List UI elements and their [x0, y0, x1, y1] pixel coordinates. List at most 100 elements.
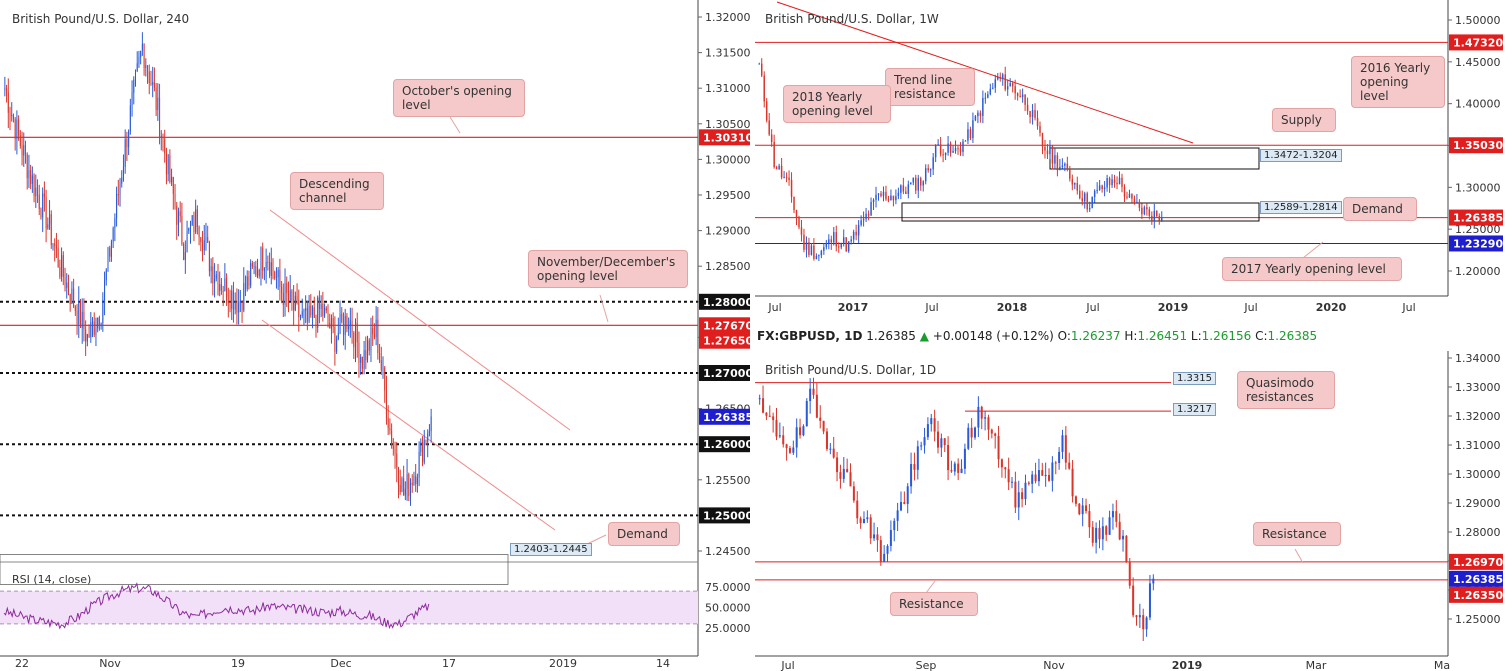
d1-candle: [822, 420, 825, 432]
d1-candle: [930, 418, 933, 425]
h4-candle: [234, 301, 236, 310]
h4-candle: [114, 218, 116, 229]
h4-candle: [140, 50, 142, 58]
h4-callout-pointer: [599, 294, 609, 323]
d1-chart-panel[interactable]: 1.34000 1.33000 1.32000 1.31000 1.30000 1.290…: [755, 351, 1505, 671]
d1-candle: [862, 519, 865, 524]
h4-candle: [86, 334, 88, 342]
h4-candle: [227, 300, 229, 302]
h4-candle: [54, 243, 56, 246]
h4-candle: [4, 88, 6, 90]
h4-candle: [33, 175, 35, 197]
w1-chart-panel[interactable]: 1.500001.450001.400001.350001.300001.250…: [755, 0, 1505, 322]
h4-candle: [372, 327, 374, 335]
w1-candle: [765, 101, 768, 121]
h4-candle: [198, 226, 200, 238]
rsi-tick: 50.0000: [705, 602, 750, 615]
w1-candle: [1049, 146, 1051, 155]
h4-candle: [122, 166, 124, 178]
h4-candle: [220, 284, 222, 291]
h4-date-tick: 2019: [549, 657, 577, 670]
h4-candle: [284, 282, 286, 306]
callout-supply: Supply: [1272, 108, 1336, 132]
low-label: L:: [1190, 329, 1202, 343]
h4-candle: [128, 131, 130, 148]
w1-candle: [857, 224, 860, 236]
h4-price-tag: [699, 332, 750, 349]
d1-candle: [967, 427, 970, 449]
w1-candle: [1098, 185, 1101, 190]
h4-candle: [425, 439, 427, 442]
w1-candle: [1009, 83, 1011, 87]
h4-candle: [251, 263, 253, 267]
h4-candle: [375, 319, 377, 338]
h4-candle: [360, 356, 362, 363]
w1-price-tag-label: 1.23290: [1453, 237, 1503, 250]
h4-candle: [403, 478, 405, 496]
d1-candle: [910, 464, 913, 487]
w1-candle: [917, 178, 920, 191]
w1-candle: [1101, 185, 1103, 189]
w1-candle: [1061, 165, 1064, 167]
w1-candle: [855, 231, 857, 236]
w1-candle: [847, 241, 850, 252]
w1-candle: [1054, 155, 1056, 164]
h4-price-tick: 1.30500: [705, 118, 750, 131]
w1-price-tick: 1.25000: [1455, 223, 1501, 236]
w1-candle: [937, 144, 939, 146]
d1-candle: [1088, 511, 1091, 528]
d1-candle: [889, 530, 892, 546]
h4-candle: [98, 317, 100, 326]
w1-chart-svg: 1.500001.450001.400001.350001.300001.250…: [755, 0, 1503, 314]
w1-price-tick: 1.40000: [1455, 98, 1501, 111]
w1-candle: [1034, 110, 1036, 118]
h4-candle: [141, 43, 143, 51]
w1-candle: [860, 220, 862, 225]
h4-candle: [365, 350, 367, 361]
d1-candle: [1135, 615, 1138, 618]
h4-candle: [186, 231, 188, 253]
h4-price-tag-label: 1.27000: [703, 367, 750, 380]
h4-candle: [61, 255, 63, 277]
h4-candle: [117, 193, 119, 195]
callout-2018-yearly-opening: 2018 Yearly opening level: [783, 85, 891, 123]
h4-candle: [217, 274, 219, 291]
d1-candle: [1152, 578, 1155, 584]
h4-candle: [171, 176, 173, 183]
h4-candle: [308, 305, 310, 322]
d1-price-tick: 1.31000: [1455, 439, 1501, 452]
w1-candle: [902, 185, 905, 192]
d1-candle: [1071, 468, 1074, 497]
w1-candle: [828, 239, 830, 244]
w1-candle: [964, 140, 967, 142]
h4-chart-panel[interactable]: 1.32000 1.31500 1.31000 1.30500 1.30000 1.295…: [0, 0, 750, 671]
h4-candle: [260, 247, 262, 277]
d1-candle: [1138, 615, 1141, 618]
h4-candle: [155, 87, 157, 110]
h4-chart-title: British Pound/U.S. Dollar, 240: [12, 12, 190, 26]
h4-date-tick: 17: [442, 657, 456, 670]
w1-candle: [875, 194, 877, 200]
w1-candle: [1019, 95, 1021, 98]
w1-candle: [768, 120, 770, 135]
w1-candle: [890, 195, 892, 201]
callout-trend-line-resistance: Trend line resistance: [885, 68, 975, 106]
w1-candle: [845, 237, 847, 252]
h4-price-tag-label: 1.28000: [703, 296, 750, 309]
d1-candle: [852, 486, 855, 501]
h4-candle: [189, 225, 192, 228]
h4-candle: [193, 215, 195, 233]
w1-date-tick: Jul: [1401, 301, 1415, 314]
d1-candle: [1145, 617, 1148, 630]
w1-candle: [775, 167, 778, 170]
d1-date-tick: Mar: [1306, 659, 1327, 671]
d1-candle: [1111, 511, 1114, 518]
d1-price-tick: 1.25000: [1455, 613, 1501, 626]
d1-candle: [778, 435, 781, 437]
d1-price-tag-label: 1.26350: [1453, 589, 1503, 602]
h4-candle: [296, 295, 298, 301]
h4-candle: [267, 261, 269, 263]
w1-candle: [1108, 178, 1111, 186]
d1-candle: [970, 427, 973, 438]
h4-candle: [279, 270, 281, 287]
